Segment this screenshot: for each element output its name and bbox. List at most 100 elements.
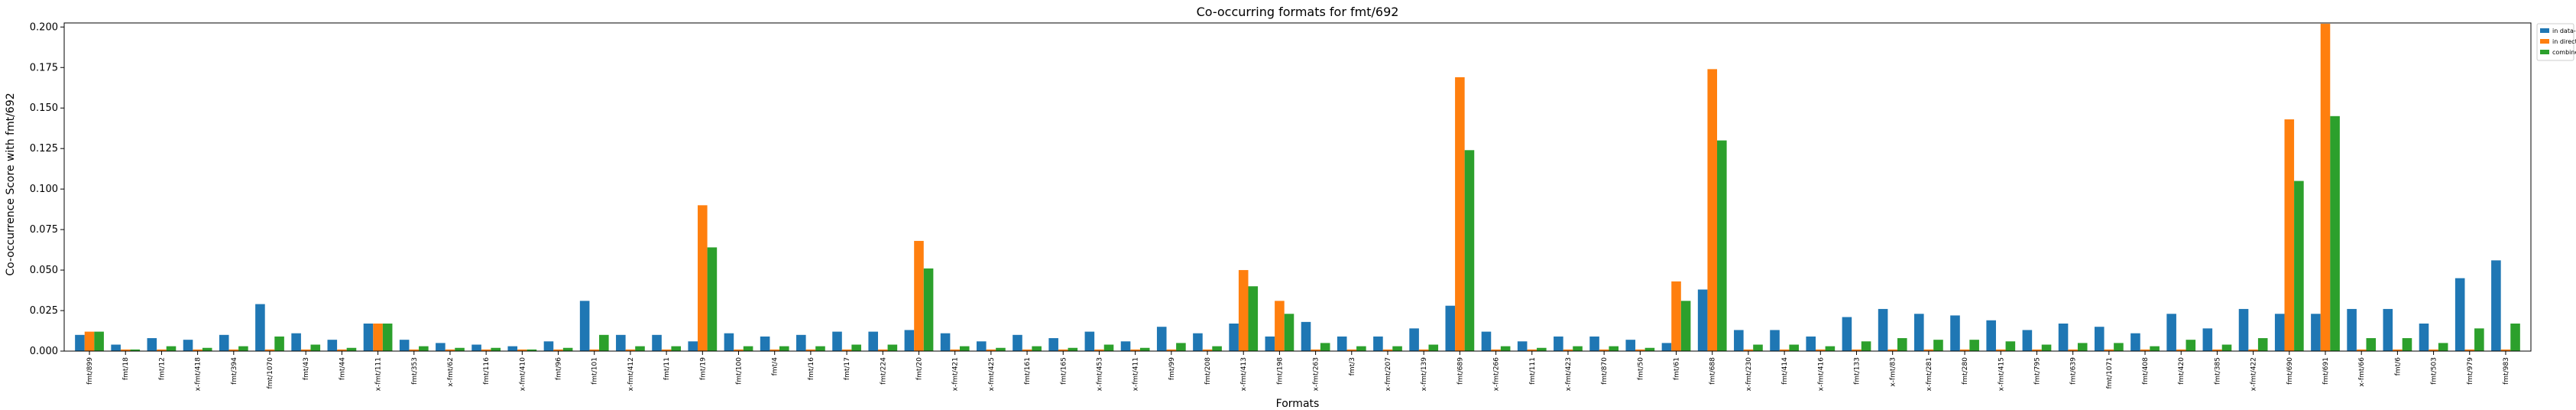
bar — [2383, 308, 2393, 351]
bar — [147, 338, 157, 351]
bar — [1238, 270, 1249, 351]
x-tick-label: fmt/688 — [1709, 357, 1717, 385]
bar — [264, 349, 275, 351]
bar — [2176, 349, 2186, 351]
bar — [1013, 334, 1022, 351]
bar — [1320, 343, 1330, 351]
bar — [1337, 336, 1347, 351]
bar — [1959, 349, 1970, 351]
bar — [2221, 344, 2232, 351]
bar — [2022, 330, 2033, 351]
bar — [2068, 349, 2078, 351]
x-tick-label: fmt/198 — [1276, 357, 1284, 385]
bar — [553, 349, 563, 351]
bar — [1481, 331, 1492, 351]
x-tick-label: x-fmt/230 — [1745, 357, 1753, 392]
bar — [2438, 343, 2448, 351]
bar — [120, 349, 131, 351]
bar — [1671, 281, 1681, 351]
x-tick-label: fmt/414 — [1781, 357, 1789, 385]
x-tick-label: fmt/165 — [1060, 357, 1068, 385]
bar — [1644, 347, 1655, 351]
x-tick-label: x-fmt/453 — [1096, 357, 1103, 391]
bar — [1806, 336, 1816, 351]
x-tick-label: fmt/408 — [2142, 357, 2150, 385]
bar — [1573, 346, 1583, 351]
bar — [2274, 314, 2285, 351]
bar — [950, 349, 960, 351]
bar — [455, 347, 465, 351]
bar — [2356, 349, 2367, 351]
y-tick-label: 0.025 — [30, 305, 58, 317]
x-tick-label: fmt/1071 — [2106, 357, 2114, 389]
bar — [2347, 308, 2357, 351]
bar — [84, 331, 95, 351]
bar — [2454, 278, 2465, 351]
bar — [445, 349, 455, 351]
bar — [1852, 349, 1862, 351]
x-tick-label: x-fmt/411 — [1132, 357, 1140, 391]
x-tick-label: fmt/11 — [663, 357, 671, 380]
bar — [877, 349, 888, 351]
bar — [409, 349, 420, 351]
x-tick-label: x-fmt/66 — [2358, 357, 2366, 387]
bar — [1103, 344, 1114, 351]
x-tick-label: fmt/420 — [2178, 357, 2186, 385]
bar — [2366, 338, 2377, 351]
bar — [1248, 286, 1259, 351]
x-tick-label: fmt/12 — [158, 357, 166, 380]
bar — [1346, 349, 1357, 351]
bar — [166, 346, 177, 351]
bar — [1058, 349, 1068, 351]
bar — [616, 334, 626, 351]
bar — [2294, 181, 2304, 351]
bar — [1517, 341, 1528, 351]
bar — [1284, 314, 1294, 351]
chart-title: Co-occurring formats for fmt/692 — [1197, 5, 1399, 19]
bar — [382, 323, 393, 351]
bar — [2212, 349, 2222, 351]
bar — [274, 336, 284, 351]
bar — [1032, 346, 1042, 351]
bar — [1770, 330, 1780, 351]
bar — [310, 344, 321, 351]
bar — [1392, 346, 1402, 351]
bar — [1139, 347, 1150, 351]
bar — [1923, 349, 1934, 351]
bar — [1094, 349, 1104, 351]
bar — [130, 349, 141, 351]
x-tick-label: fmt/1070 — [267, 357, 274, 389]
legend-swatch — [2540, 39, 2549, 44]
y-axis: 0.000 0.025 0.050 0.075 0.100 0.125 0.150 0.175… — [30, 21, 64, 357]
bar — [1464, 150, 1475, 352]
x-tick-label: fmt/353 — [411, 357, 419, 385]
bar — [1635, 349, 1645, 351]
bar — [589, 349, 600, 351]
bar — [2005, 341, 2016, 351]
bar — [1589, 336, 1599, 351]
bar — [1156, 327, 1167, 351]
bar — [471, 344, 481, 351]
bar — [157, 349, 167, 351]
bar — [760, 336, 770, 351]
bar — [832, 331, 842, 351]
x-tick-label: fmt/4 — [772, 357, 779, 376]
x-tick-label: x-fmt/62 — [447, 357, 455, 387]
x-tick-label: x-fmt/422 — [2250, 357, 2258, 391]
y-tick-label: 0.050 — [30, 265, 58, 276]
bar — [599, 334, 609, 351]
bar — [1995, 349, 2006, 351]
bar — [724, 333, 734, 351]
bar — [904, 330, 915, 351]
bar — [517, 349, 527, 351]
y-tick-label: 0.125 — [30, 143, 58, 155]
x-tick-label: x-fmt/412 — [627, 357, 635, 391]
x-tick-label: fmt/43 — [303, 357, 310, 380]
x-tick-label: fmt/6 — [2394, 357, 2402, 376]
bar — [1816, 349, 1826, 351]
bar — [202, 347, 212, 351]
bar — [625, 349, 636, 351]
bar — [2464, 349, 2475, 351]
bar — [2114, 343, 2124, 351]
y-tick-label: 0.200 — [30, 21, 58, 33]
